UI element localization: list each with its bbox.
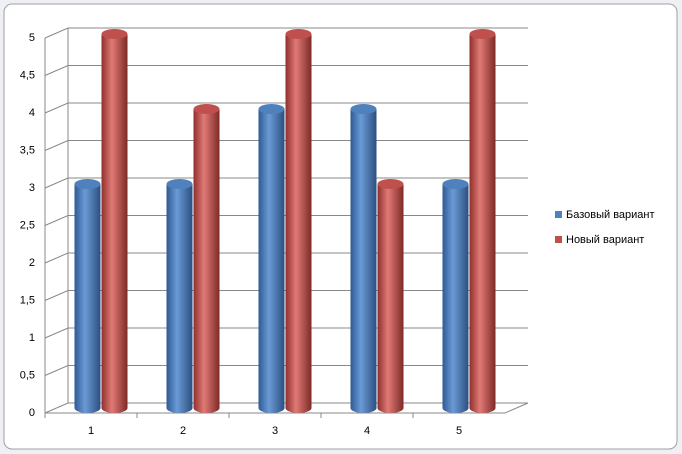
bar-base: [193, 403, 220, 413]
y-tick-label: 4,5: [20, 69, 35, 81]
y-tick-label: 1,5: [20, 294, 35, 306]
y-tick-label: 3,5: [20, 144, 35, 156]
bar-top: [442, 179, 469, 189]
grid-line: [44, 65, 528, 76]
grid-line: [44, 102, 528, 114]
bar: [285, 34, 312, 408]
x-tick-label: 2: [180, 425, 186, 437]
bar-top: [377, 179, 404, 189]
bar-base: [377, 403, 404, 413]
y-tick-label: 5: [29, 32, 35, 44]
y-tick-label: 3: [29, 182, 35, 194]
bar-base: [74, 403, 101, 413]
x-axis: [45, 402, 529, 414]
bar: [74, 184, 101, 408]
x-tick-label: 5: [456, 425, 462, 437]
bar: [469, 34, 496, 408]
legend-label: Новый вариант: [566, 234, 644, 246]
x-tick-label: 1: [88, 425, 94, 437]
bar-top: [285, 29, 312, 39]
y-tick-label: 4: [29, 107, 35, 119]
bar-top: [166, 179, 193, 189]
bar-top: [469, 29, 496, 39]
bar-base: [469, 403, 496, 413]
bar: [193, 109, 220, 408]
bar: [377, 184, 404, 408]
x-tick-label: 4: [364, 425, 370, 437]
bar: [350, 109, 377, 408]
y-tick-label: 0: [29, 407, 35, 419]
bar: [166, 184, 193, 408]
bar-top: [74, 179, 101, 189]
bar-base: [442, 403, 469, 413]
y-tick-label: 2: [29, 257, 35, 269]
bar-top: [350, 104, 377, 114]
bar-base: [350, 403, 377, 413]
bar: [258, 109, 285, 408]
legend-label: Базовый вариант: [566, 209, 655, 221]
bar-top: [258, 104, 285, 114]
grid-line: [44, 27, 528, 39]
bar-top: [193, 104, 220, 114]
bar: [442, 184, 469, 408]
legend-swatch: [555, 211, 562, 218]
bar: [101, 34, 128, 408]
bar-base: [166, 403, 193, 413]
bar-top: [101, 29, 128, 39]
y-tick-label: 0,5: [20, 369, 35, 381]
y-tick-label: 2,5: [20, 219, 35, 231]
bar-base: [258, 403, 285, 413]
y-tick-label: 1: [29, 332, 35, 344]
x-tick-label: 3: [272, 425, 278, 437]
bar-base: [101, 403, 128, 413]
bar-base: [285, 403, 312, 413]
legend-swatch: [555, 236, 562, 243]
